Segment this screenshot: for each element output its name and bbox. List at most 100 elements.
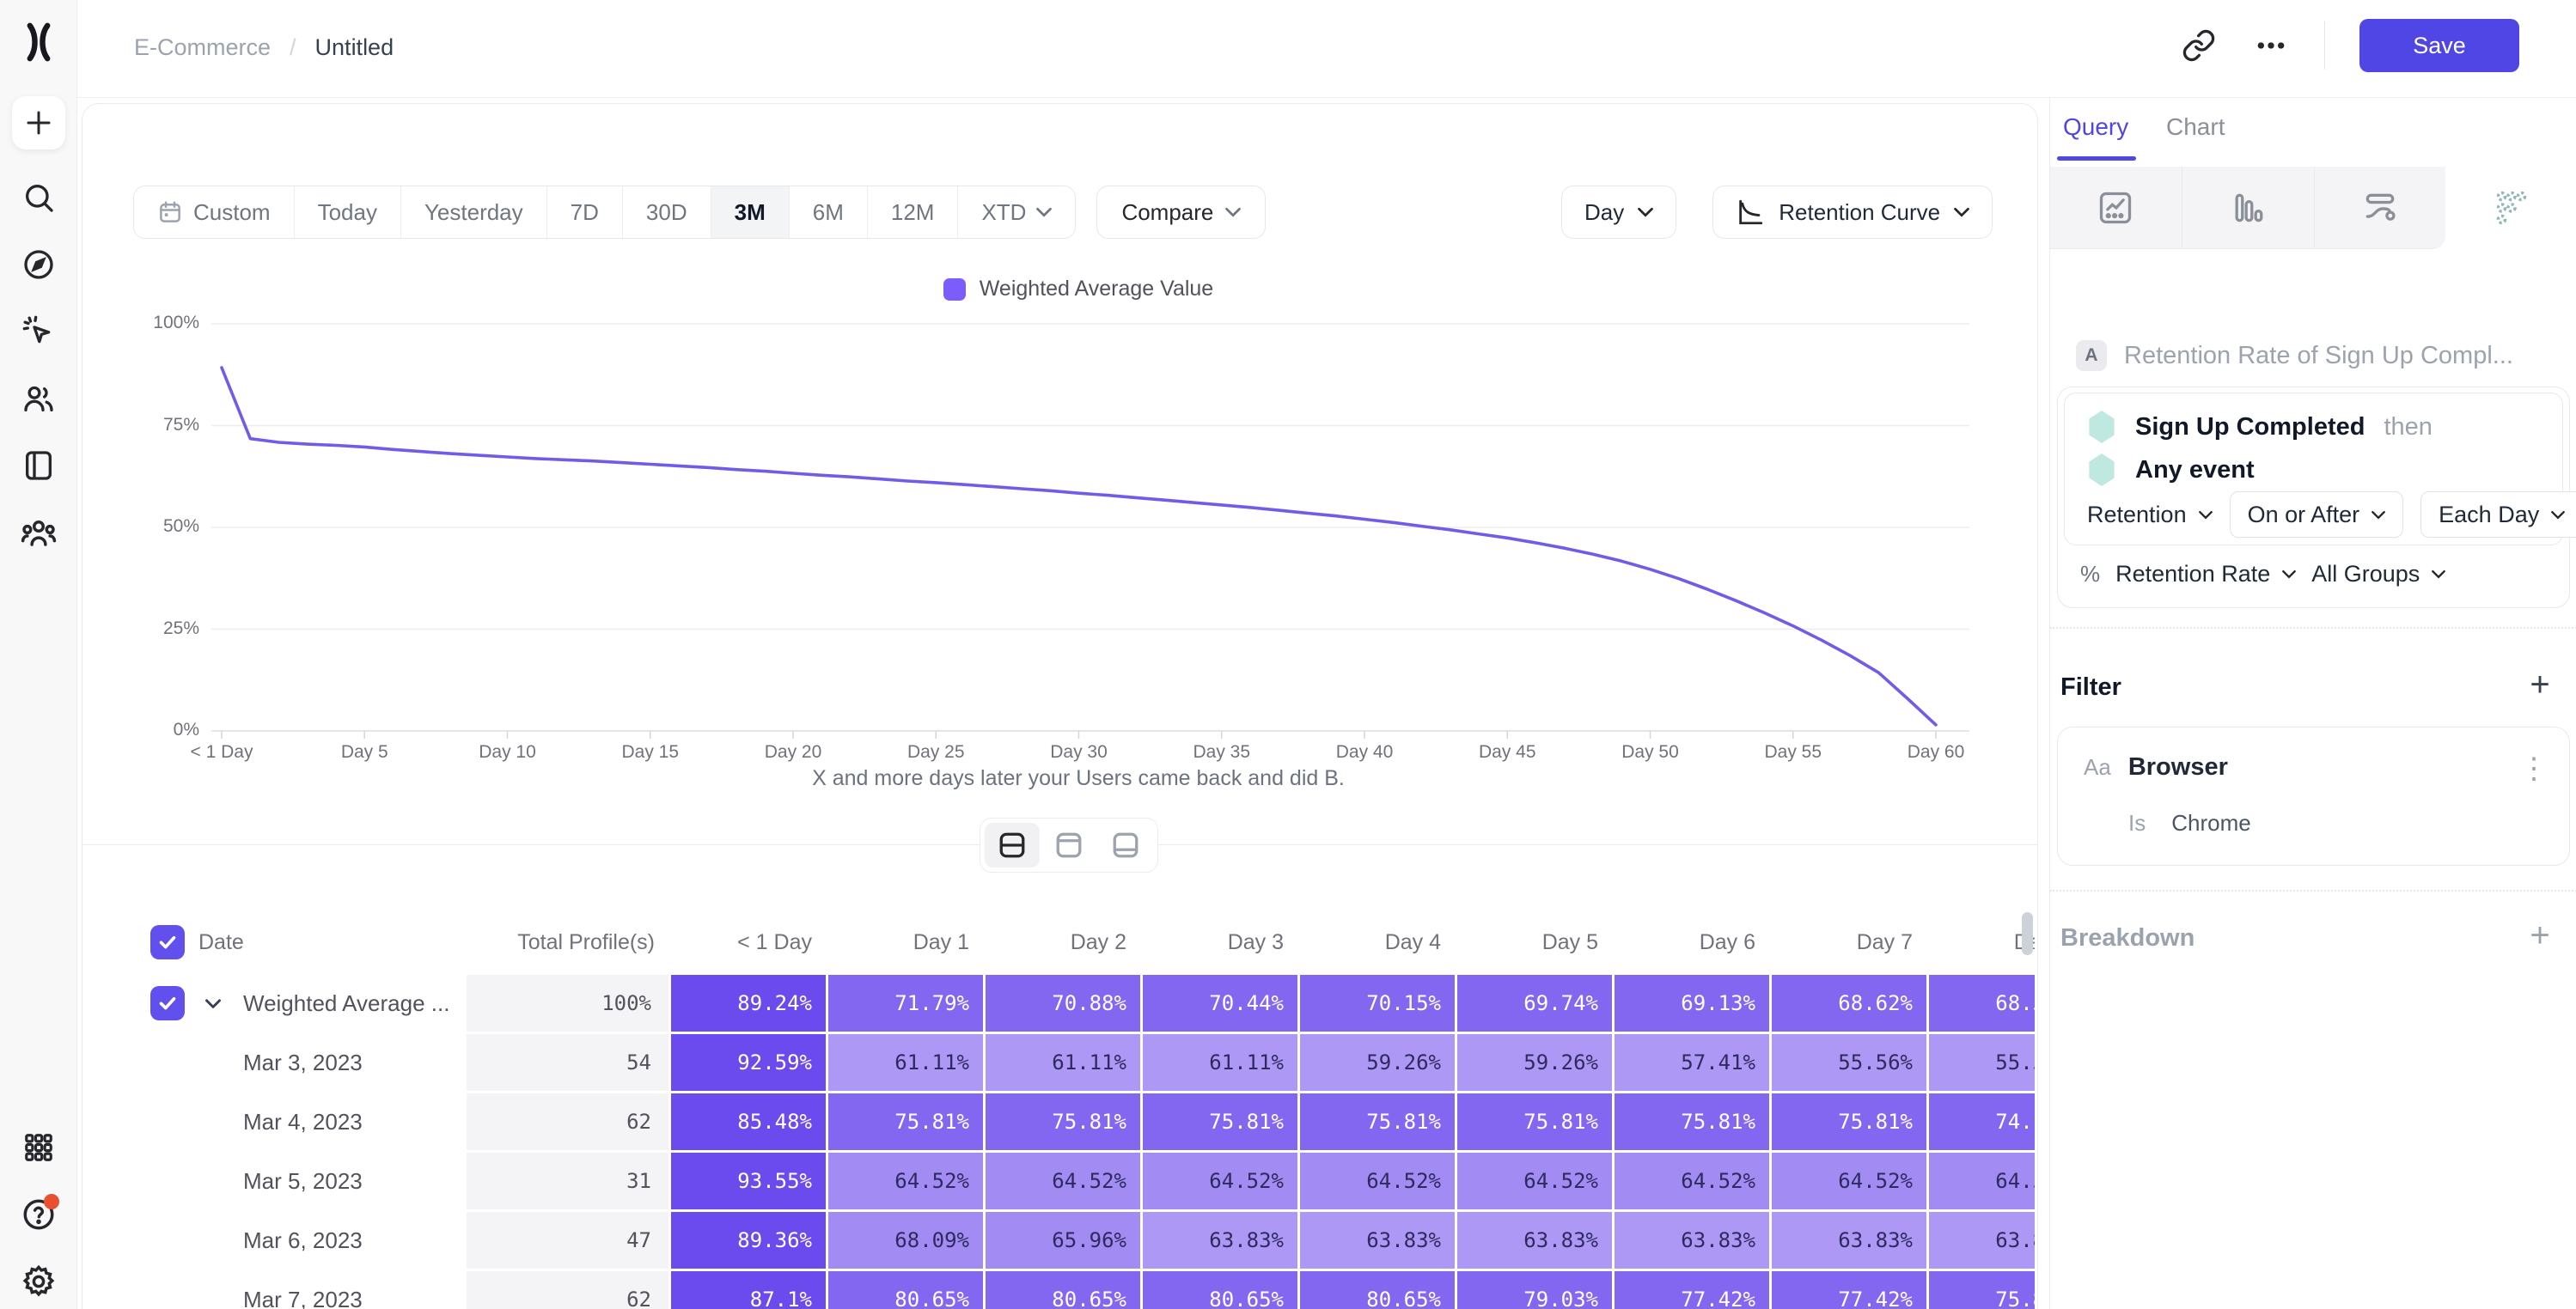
- retention-cell[interactable]: 64.52%: [986, 1153, 1140, 1209]
- retention-cell[interactable]: 64.52%: [1772, 1153, 1926, 1209]
- retention-cell[interactable]: 63.83%: [1615, 1212, 1769, 1269]
- explore-nav-button[interactable]: [20, 246, 58, 283]
- notebook-nav-button[interactable]: [20, 447, 58, 484]
- top-panel-view-button[interactable]: [1041, 823, 1096, 868]
- retention-cell[interactable]: 75.81%: [1615, 1093, 1769, 1150]
- groups-dropdown[interactable]: All Groups: [2311, 561, 2446, 588]
- search-nav-button[interactable]: [20, 179, 58, 216]
- more-options-button[interactable]: [2252, 27, 2290, 64]
- help-button[interactable]: [20, 1194, 59, 1233]
- first-event-row[interactable]: Sign Up Completed then: [2087, 411, 2433, 443]
- events-nav-button[interactable]: [20, 313, 58, 350]
- retention-cell[interactable]: 75.81%: [1772, 1093, 1926, 1150]
- retention-cell[interactable]: 71.79%: [828, 975, 983, 1032]
- retention-cell[interactable]: 93.55%: [671, 1153, 826, 1209]
- query-type-bar[interactable]: [2182, 167, 2315, 249]
- chart-type-dropdown[interactable]: Retention Curve: [1712, 186, 1993, 239]
- retention-cell[interactable]: 68.62%: [1772, 975, 1926, 1032]
- range-yesterday[interactable]: Yesterday: [400, 186, 547, 238]
- granularity-dropdown[interactable]: Day: [1561, 186, 1677, 239]
- users-nav-button[interactable]: [20, 380, 58, 417]
- retention-cell[interactable]: 63.83%: [1457, 1212, 1612, 1269]
- save-button[interactable]: Save: [2359, 19, 2519, 72]
- retention-cell[interactable]: 68.09%: [828, 1212, 983, 1269]
- retention-cell[interactable]: 64.52%: [1929, 1153, 2035, 1209]
- retention-cell[interactable]: 75.81%: [1457, 1093, 1612, 1150]
- retention-mode-dropdown[interactable]: Retention: [2087, 502, 2213, 528]
- row-checkbox[interactable]: [150, 986, 185, 1020]
- retention-cell[interactable]: 70.15%: [1300, 975, 1455, 1032]
- measure-dropdown[interactable]: Retention Rate: [2115, 561, 2297, 588]
- retention-cell[interactable]: 89.36%: [671, 1212, 826, 1269]
- add-breakdown-button[interactable]: +: [2530, 916, 2550, 954]
- breadcrumb-section[interactable]: E-Commerce: [134, 34, 272, 60]
- tab-chart[interactable]: Chart: [2166, 113, 2225, 140]
- retention-cell[interactable]: 79.03%: [1457, 1271, 1612, 1309]
- retention-cell[interactable]: 77.42%: [1615, 1271, 1769, 1309]
- filter-card[interactable]: Aa Browser ⋮ Is Chrome: [2057, 727, 2570, 866]
- retention-cell[interactable]: 55.56%: [1929, 1034, 2035, 1091]
- retention-cell[interactable]: 63.83%: [1143, 1212, 1297, 1269]
- retention-cell[interactable]: 64.52%: [1457, 1153, 1612, 1209]
- retention-cell[interactable]: 80.65%: [986, 1271, 1140, 1309]
- range-30d[interactable]: 30D: [622, 186, 711, 238]
- query-type-insights[interactable]: [2050, 167, 2182, 249]
- on-or-after-dropdown[interactable]: On or After: [2229, 491, 2404, 538]
- retention-cell[interactable]: 92.59%: [671, 1034, 826, 1091]
- cohorts-nav-button[interactable]: [20, 514, 58, 551]
- range-xtd[interactable]: XTD: [958, 186, 1076, 238]
- range-6m[interactable]: 6M: [789, 186, 868, 238]
- retention-cell[interactable]: 65.96%: [986, 1212, 1140, 1269]
- retention-cell[interactable]: 59.26%: [1457, 1034, 1612, 1091]
- query-type-funnel[interactable]: [2314, 167, 2446, 249]
- retention-cell[interactable]: 70.88%: [986, 975, 1140, 1032]
- retention-cell[interactable]: 85.48%: [671, 1093, 826, 1150]
- return-event-row[interactable]: Any event: [2087, 454, 2255, 486]
- range-7d[interactable]: 7D: [546, 186, 623, 238]
- retention-cell[interactable]: 55.56%: [1772, 1034, 1926, 1091]
- split-view-button[interactable]: [985, 823, 1040, 868]
- retention-cell[interactable]: 80.65%: [1143, 1271, 1297, 1309]
- breadcrumb-page-title[interactable]: Untitled: [314, 34, 394, 60]
- retention-cell[interactable]: 69.13%: [1615, 975, 1769, 1032]
- retention-cell[interactable]: 63.83%: [1772, 1212, 1926, 1269]
- each-day-dropdown[interactable]: Each Day: [2420, 491, 2576, 538]
- settings-button[interactable]: [20, 1263, 58, 1300]
- retention-cell[interactable]: 75.81%: [1143, 1093, 1297, 1150]
- retention-cell[interactable]: 69.74%: [1457, 975, 1612, 1032]
- retention-cell[interactable]: 64.52%: [828, 1153, 983, 1209]
- query-type-retention[interactable]: [2445, 167, 2576, 249]
- range-custom[interactable]: Custom: [134, 186, 295, 238]
- retention-cell[interactable]: 61.11%: [986, 1034, 1140, 1091]
- retention-cell[interactable]: 87.1%: [671, 1271, 826, 1309]
- retention-cell[interactable]: 61.11%: [1143, 1034, 1297, 1091]
- query-title[interactable]: Retention Rate of Sign Up Compl...: [2124, 342, 2513, 369]
- apps-button[interactable]: [20, 1129, 58, 1166]
- retention-cell[interactable]: 80.65%: [1300, 1271, 1455, 1309]
- compare-button[interactable]: Compare: [1096, 186, 1267, 239]
- retention-cell[interactable]: 75.81%: [828, 1093, 983, 1150]
- range-12m[interactable]: 12M: [867, 186, 959, 238]
- tab-query[interactable]: Query: [2063, 113, 2129, 140]
- retention-cell[interactable]: 75.81%: [1300, 1093, 1455, 1150]
- select-all-checkbox[interactable]: [150, 925, 185, 959]
- add-filter-button[interactable]: +: [2530, 666, 2550, 703]
- share-link-button[interactable]: [2180, 27, 2218, 64]
- retention-cell[interactable]: 77.42%: [1772, 1271, 1926, 1309]
- retention-cell[interactable]: 63.83%: [1929, 1212, 2035, 1269]
- table-scrollbar[interactable]: [2022, 912, 2033, 955]
- app-logo-icon[interactable]: [19, 21, 58, 64]
- retention-cell[interactable]: 64.52%: [1143, 1153, 1297, 1209]
- retention-cell[interactable]: 89.24%: [671, 975, 826, 1032]
- range-3m[interactable]: 3M: [711, 186, 790, 238]
- retention-cell[interactable]: 80.65%: [828, 1271, 983, 1309]
- bottom-panel-view-button[interactable]: [1098, 823, 1153, 868]
- retention-cell[interactable]: 74.19%: [1929, 1093, 2035, 1150]
- range-today[interactable]: Today: [294, 186, 401, 238]
- retention-cell[interactable]: 68.52%: [1929, 975, 2035, 1032]
- filter-menu-button[interactable]: ⋮: [2519, 752, 2549, 785]
- retention-cell[interactable]: 75.81%: [986, 1093, 1140, 1150]
- retention-cell[interactable]: 64.52%: [1300, 1153, 1455, 1209]
- retention-cell[interactable]: 57.41%: [1615, 1034, 1769, 1091]
- retention-cell[interactable]: 75.81%: [1929, 1271, 2035, 1309]
